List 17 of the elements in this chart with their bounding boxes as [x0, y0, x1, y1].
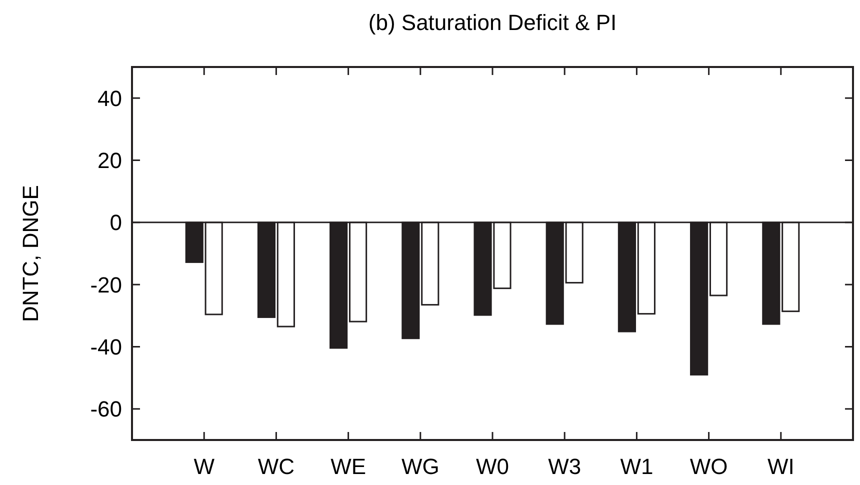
- x-tick-label: W0: [476, 454, 509, 479]
- x-tick-label: W1: [620, 454, 654, 479]
- y-axis-title: DNTC, DNGE: [18, 185, 43, 322]
- y-tick-label: -20: [90, 272, 122, 298]
- y-tick-label: -60: [90, 396, 122, 422]
- y-tick-label: 0: [110, 210, 122, 236]
- x-tick-label: WG: [401, 454, 440, 479]
- x-tick-label: WE: [330, 454, 366, 479]
- chart-title: (b) Saturation Deficit & PI: [368, 10, 617, 35]
- x-tick-label: W3: [548, 454, 582, 479]
- y-tick-label: 20: [98, 148, 122, 173]
- x-tick-label: WI: [767, 454, 794, 479]
- y-tick-label: -40: [90, 334, 122, 360]
- x-tick-label: W: [194, 454, 215, 479]
- x-tick-label: WC: [258, 454, 295, 479]
- x-tick-label: WO: [690, 454, 728, 479]
- y-tick-label: 40: [98, 86, 122, 111]
